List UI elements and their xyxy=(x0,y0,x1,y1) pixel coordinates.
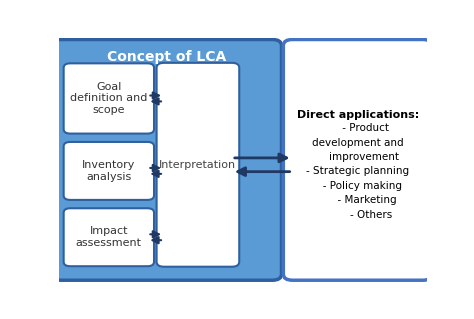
Text: Goal
definition and
scope: Goal definition and scope xyxy=(70,82,147,115)
FancyBboxPatch shape xyxy=(64,142,154,200)
FancyBboxPatch shape xyxy=(64,208,154,266)
FancyBboxPatch shape xyxy=(64,63,154,134)
FancyBboxPatch shape xyxy=(283,40,432,280)
Text: Inventory
analysis: Inventory analysis xyxy=(82,160,136,182)
FancyBboxPatch shape xyxy=(156,63,239,267)
Text: Impact
assessment: Impact assessment xyxy=(76,226,142,248)
Text: Concept of LCA: Concept of LCA xyxy=(107,50,226,64)
Text: Interpretation: Interpretation xyxy=(159,160,237,170)
FancyBboxPatch shape xyxy=(52,40,282,280)
Text: Direct applications:: Direct applications: xyxy=(297,110,419,120)
Text: - Product
development and
    improvement
- Strategic planning
   - Policy makin: - Product development and improvement - … xyxy=(306,123,409,219)
